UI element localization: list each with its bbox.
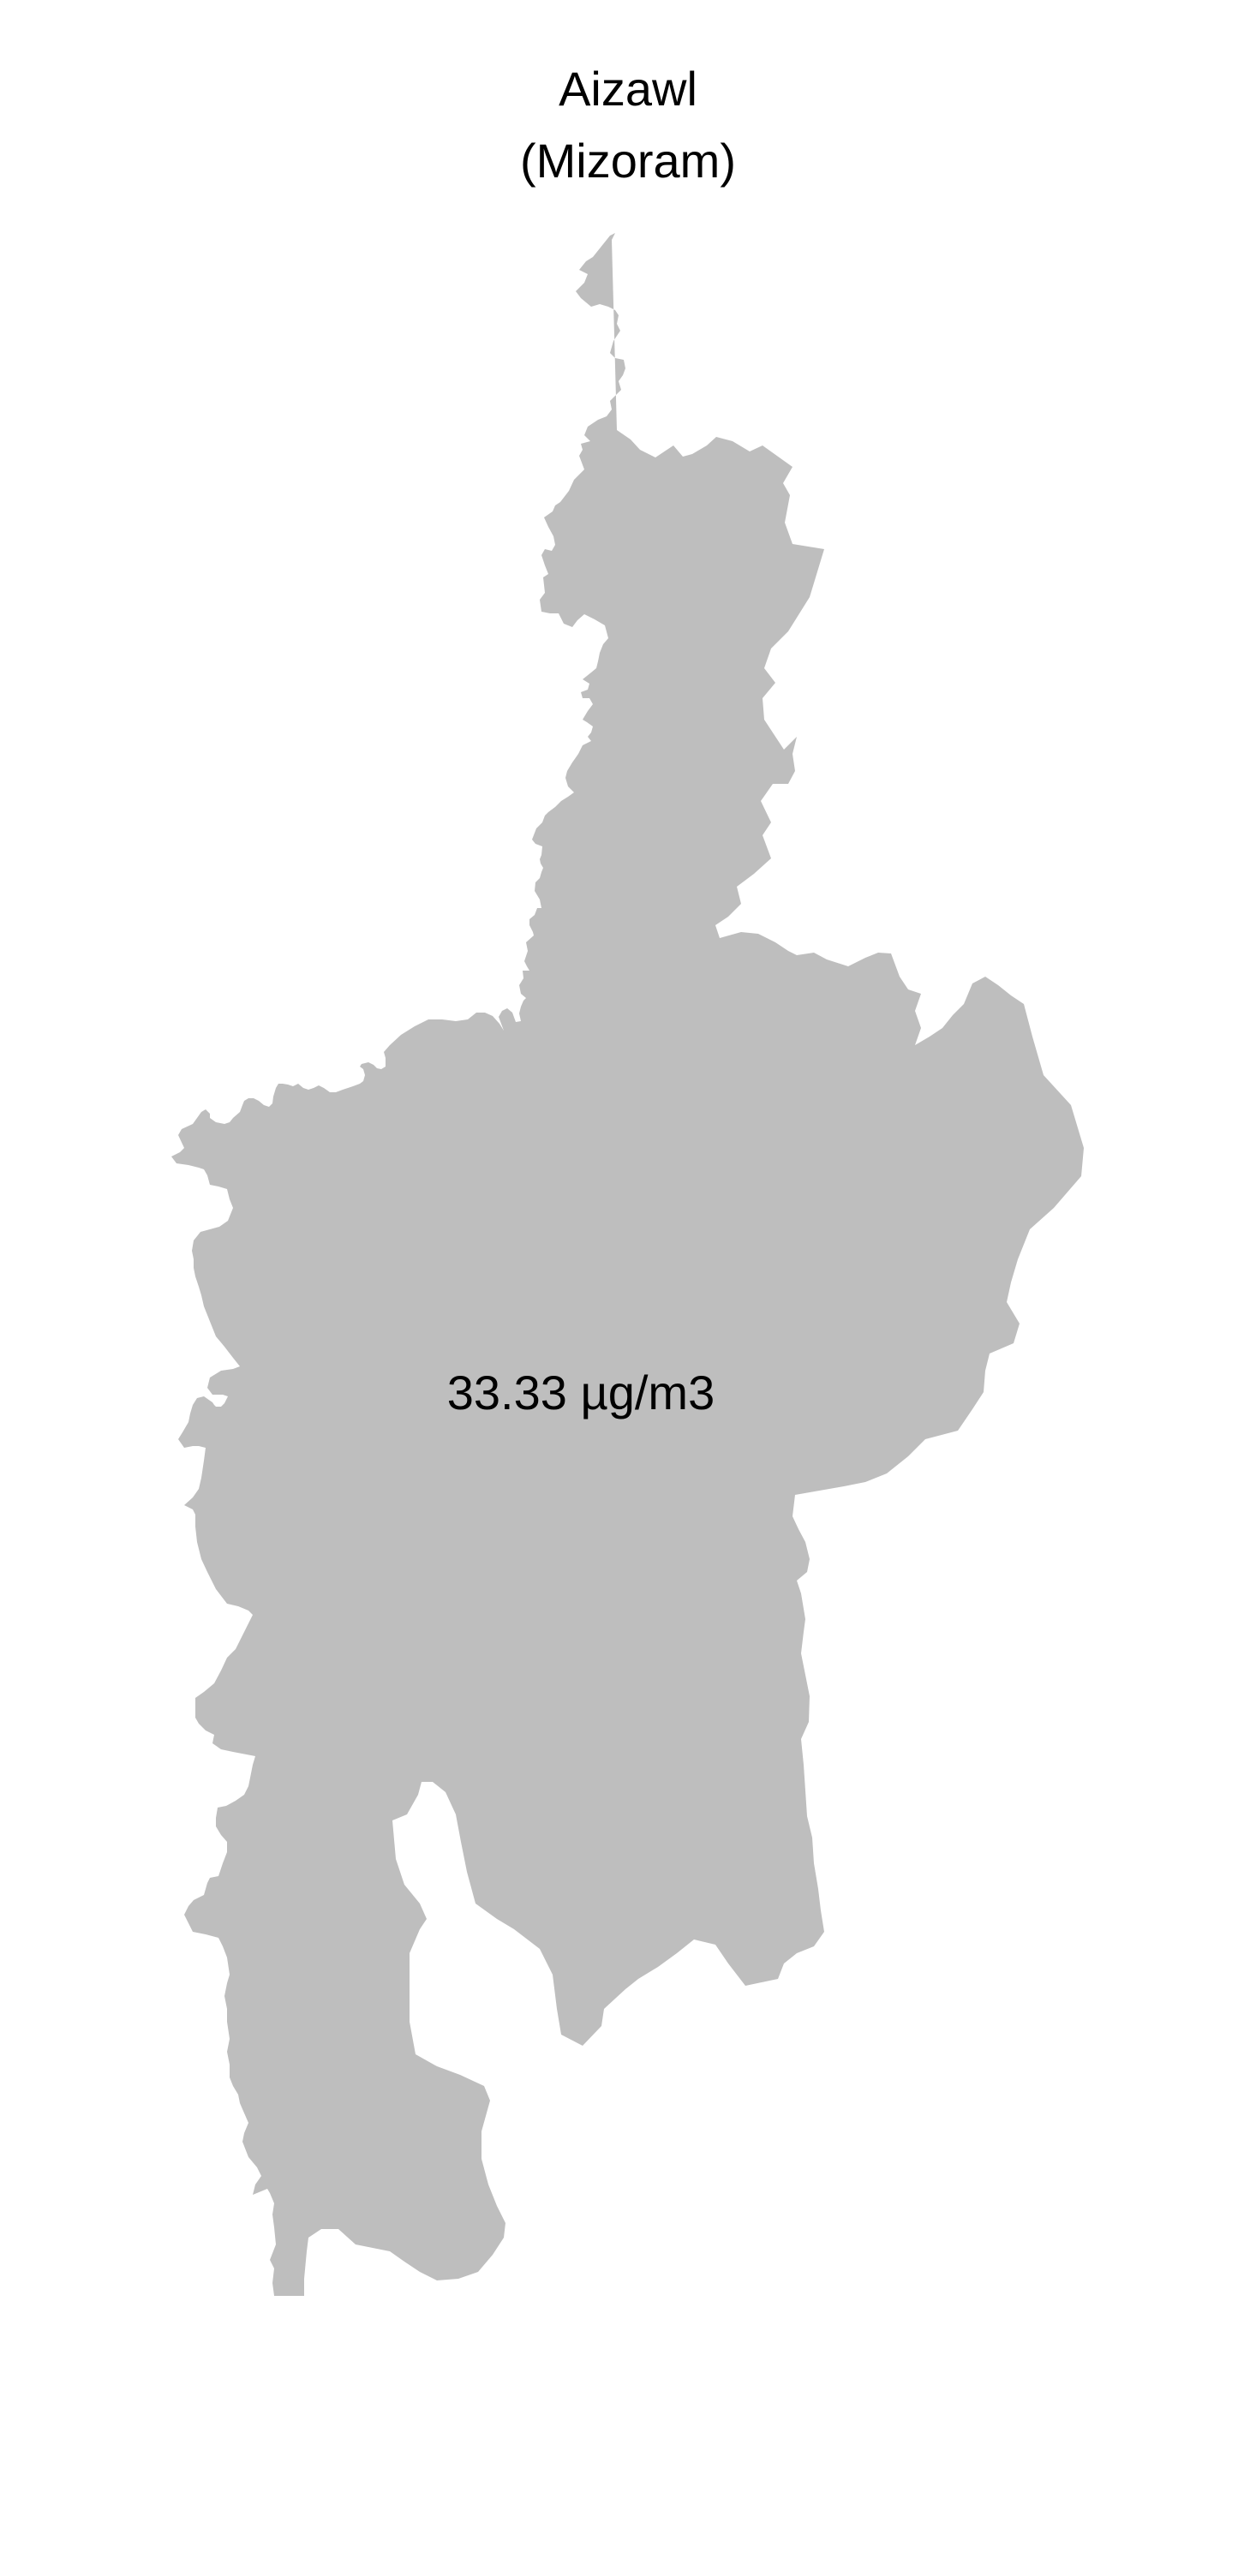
state-name: (Mizoram) [520, 134, 736, 188]
district-name: Aizawl [559, 62, 697, 116]
region-value-label: 33.33 µg/m3 [447, 1366, 715, 1419]
map-title: Aizawl (Mizoram) [0, 53, 1256, 197]
district-shape [171, 233, 1084, 2296]
